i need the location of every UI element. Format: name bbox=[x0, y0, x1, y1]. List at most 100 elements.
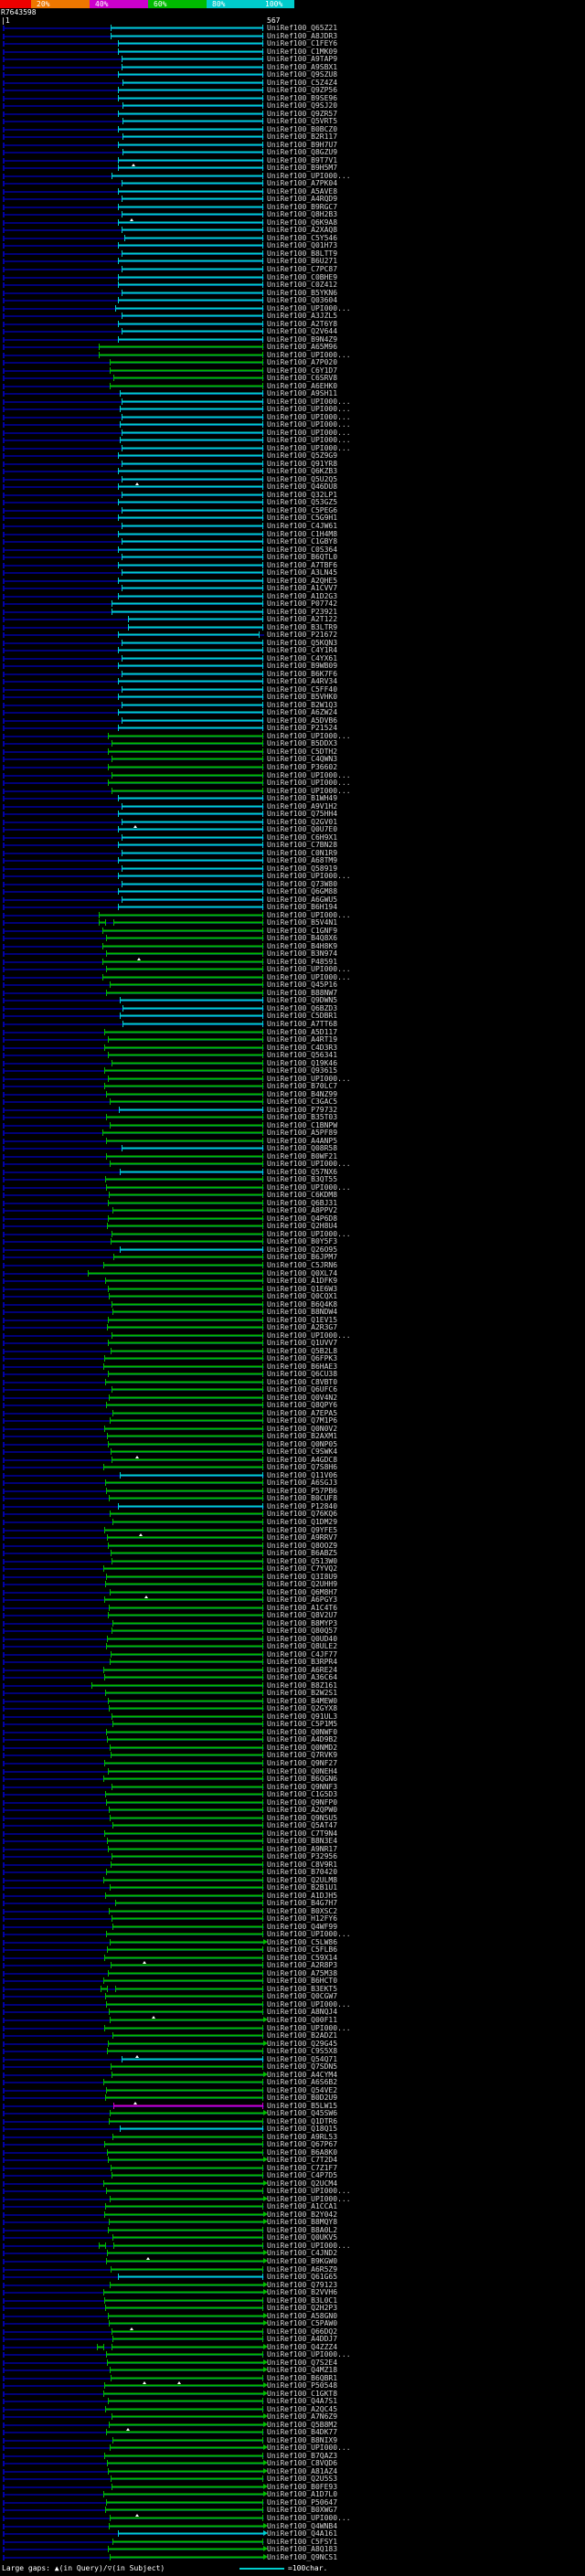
hit-label: UniRef100_B2Y042 bbox=[267, 2210, 338, 2219]
hit-label: UniRef100_UPI000... bbox=[267, 303, 351, 313]
hit-row: UniRef100_P23921 bbox=[0, 608, 585, 617]
hit-label: UniRef100_UPI000... bbox=[267, 397, 351, 406]
hit-label: UniRef100_B7QAZ3 bbox=[267, 2451, 338, 2460]
hit-label: UniRef100_B9H5M7 bbox=[267, 164, 338, 173]
hit-label: UniRef100_A6R5Z9 bbox=[267, 2264, 338, 2274]
hit-row: UniRef100_Q53GZ5 bbox=[0, 499, 585, 507]
alignment-bar bbox=[103, 1083, 264, 1090]
hit-label: UniRef100_B9SE96 bbox=[267, 93, 338, 102]
hit-row: UniRef100_Q03604 bbox=[0, 297, 585, 305]
alignment-bar bbox=[122, 444, 263, 451]
alignment-bar bbox=[112, 1619, 264, 1627]
hit-row: UniRef100_Q9DWN5 bbox=[0, 997, 585, 1005]
alignment-bar bbox=[103, 1044, 264, 1051]
alignment-bar bbox=[122, 211, 263, 218]
alignment-bar bbox=[104, 2203, 264, 2210]
alignment-bar bbox=[111, 1853, 264, 1860]
hit-row: UniRef100_A2T122 bbox=[0, 616, 585, 624]
hit-label: UniRef100_UPI000... bbox=[267, 2514, 351, 2522]
hit-row: UniRef100_B7QAZ3 bbox=[0, 2451, 585, 2461]
hit-label: UniRef100_C4JND2 bbox=[267, 2249, 338, 2258]
alignment-bar bbox=[101, 927, 264, 934]
alignment-bar bbox=[122, 569, 263, 577]
hit-label: UniRef100_Q2UHH9 bbox=[267, 1580, 338, 1589]
alignment-bar bbox=[122, 227, 263, 234]
hit-label: UniRef100_Q73W80 bbox=[267, 879, 338, 888]
hit-row: UniRef100_UPI000... bbox=[0, 2242, 585, 2251]
hit-label: UniRef100_Q2ULM8 bbox=[267, 1875, 338, 1884]
hit-row: UniRef100_B2AXM1 bbox=[0, 1433, 585, 1441]
hit-row: UniRef100_A6SGJ3 bbox=[0, 1479, 585, 1488]
hit-label: UniRef100_Q9DWN5 bbox=[267, 996, 338, 1005]
hit-label: UniRef100_Q4A7S1 bbox=[267, 2397, 338, 2406]
alignment-bar bbox=[118, 87, 263, 94]
alignment-bar bbox=[103, 2382, 269, 2390]
hit-row: UniRef100_Q9SJ20 bbox=[0, 102, 585, 111]
hit-row: UniRef100_A1D7L0 bbox=[0, 2491, 585, 2499]
hit-row: UniRef100_A4GDC8 bbox=[0, 1455, 585, 1465]
alignment-bar bbox=[111, 771, 264, 779]
hit-row: UniRef100_A1D2G3 bbox=[0, 592, 585, 601]
alignment-bar bbox=[118, 631, 261, 639]
alignment-bar bbox=[104, 2405, 264, 2412]
hit-label: UniRef100_Q9SZU8 bbox=[267, 70, 338, 80]
hit-label: UniRef100_C4P7D5 bbox=[267, 2171, 338, 2180]
hit-label: UniRef100_B9KGW0 bbox=[267, 2256, 338, 2265]
hit-label: UniRef100_A1DJH5 bbox=[267, 1891, 338, 1900]
alignment-bar bbox=[118, 468, 263, 475]
alignment-bar bbox=[105, 1487, 264, 1494]
gap-marker-icon bbox=[145, 2256, 150, 2260]
alignment-bar bbox=[109, 2444, 269, 2452]
hit-row: UniRef100_B88NW7 bbox=[0, 989, 585, 998]
hit-label: UniRef100_Q8GZU9 bbox=[267, 148, 338, 157]
hit-row: UniRef100_A6R5Z9 bbox=[0, 2264, 585, 2274]
hit-label: UniRef100_B70420 bbox=[267, 1868, 338, 1877]
hit-label: UniRef100_C7Z1F7 bbox=[267, 2163, 338, 2172]
hit-label: UniRef100_Q46DU8 bbox=[267, 482, 338, 492]
hit-label: UniRef100_C6Y1D7 bbox=[267, 366, 338, 375]
ruler-start-label: |1 bbox=[1, 16, 10, 25]
hit-row: UniRef100_Q61G65 bbox=[0, 2274, 585, 2282]
hit-row: UniRef100_UPI000... bbox=[0, 444, 585, 453]
hit-label: UniRef100_Q0UD40 bbox=[267, 1634, 338, 1643]
hit-row: UniRef100_A6RE24 bbox=[0, 1666, 585, 1675]
hit-row: UniRef100_P21672 bbox=[0, 631, 585, 640]
hit-row: UniRef100_C5JRN6 bbox=[0, 1261, 585, 1270]
hit-row: UniRef100_Q76KQ6 bbox=[0, 1511, 585, 1519]
alignment-bar bbox=[103, 1759, 264, 1766]
query-ruler: |1 567 bbox=[0, 16, 585, 25]
hit-label: UniRef100_C7PC87 bbox=[267, 264, 338, 273]
hit-label: UniRef100_Q56341 bbox=[267, 1051, 338, 1060]
gap-marker-icon bbox=[136, 957, 141, 960]
hit-label: UniRef100_Q2U5S3 bbox=[267, 2475, 338, 2484]
hit-label: UniRef100_B5V4N1 bbox=[267, 918, 338, 928]
hit-list: UniRef100_Q65Z21 UniRef100_A8JDR3 UniRef10… bbox=[0, 24, 585, 2561]
hit-row: UniRef100_Q4ZZZ4 bbox=[0, 2343, 585, 2352]
alignment-bar bbox=[112, 2234, 264, 2242]
hit-row: UniRef100_Q0NEH4 bbox=[0, 1767, 585, 1776]
hit-label: UniRef100_Q9ZR57 bbox=[267, 109, 338, 118]
alignment-bar bbox=[108, 2421, 269, 2428]
hit-row: UniRef100_Q0XL74 bbox=[0, 1269, 585, 1278]
hit-label: UniRef100_A5DVB6 bbox=[267, 716, 338, 725]
alignment-bar bbox=[118, 514, 263, 522]
hit-row: UniRef100_A9RL53 bbox=[0, 2133, 585, 2142]
hit-row: UniRef100_B3RPR4 bbox=[0, 1659, 585, 1667]
gap-marker-icon bbox=[142, 2381, 146, 2385]
alignment-bar bbox=[111, 172, 264, 179]
alignment-bar bbox=[114, 304, 264, 312]
hit-row: UniRef100_C8VQD6 bbox=[0, 2460, 585, 2468]
hit-label: UniRef100_C0N1R9 bbox=[267, 848, 338, 857]
hit-label: UniRef100_B3LTR9 bbox=[267, 622, 338, 631]
hit-row: UniRef100_Q57NX6 bbox=[0, 1168, 585, 1177]
hit-label: UniRef100_UPI000... bbox=[267, 412, 351, 421]
hit-label: UniRef100_A9TAP9 bbox=[267, 55, 338, 64]
hit-label: UniRef100_A2T6Y8 bbox=[267, 319, 338, 328]
alignment-bar bbox=[120, 1012, 263, 1020]
alignment-bar bbox=[107, 1052, 264, 1059]
hit-label: UniRef100_Q54VE2 bbox=[267, 2085, 338, 2094]
alignment-bar bbox=[103, 2024, 264, 2031]
hit-row: UniRef100_Q26O95 bbox=[0, 1246, 585, 1255]
alignment-bar bbox=[110, 2164, 264, 2171]
hit-label: UniRef100_Q7M1P6 bbox=[267, 1416, 338, 1426]
